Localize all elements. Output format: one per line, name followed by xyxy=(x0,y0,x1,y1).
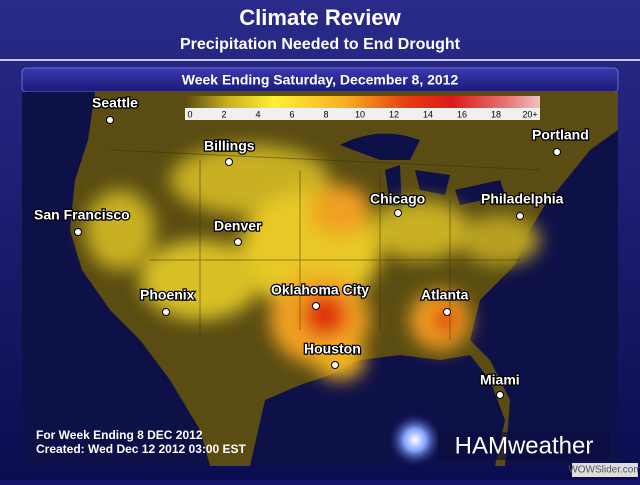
city-dot xyxy=(225,158,233,166)
legend-label: 12 xyxy=(389,109,399,119)
title: Climate Review xyxy=(239,5,401,30)
city-label: Chicago xyxy=(370,191,425,207)
legend-label: 6 xyxy=(289,109,294,119)
city-dot xyxy=(394,209,402,217)
legend-label: 8 xyxy=(323,109,328,119)
legend-label: 10 xyxy=(355,109,365,119)
footer-line: For Week Ending 8 DEC 2012 xyxy=(36,428,203,442)
footer-line: Created: Wed Dec 12 2012 03:00 EST xyxy=(36,442,247,456)
city-dot xyxy=(234,238,242,246)
legend-label: 2 xyxy=(221,109,226,119)
watermark: WOWSlider.com xyxy=(568,465,640,476)
legend-scale xyxy=(185,96,540,108)
legend-label: 20+ xyxy=(522,109,537,119)
city-dot xyxy=(443,308,451,316)
watermark-box xyxy=(572,463,638,477)
city-dot xyxy=(74,228,82,236)
legend: 0 2 4 6 8 10 12 14 16 18 20+ xyxy=(187,109,537,119)
city-label: Denver xyxy=(214,218,262,234)
pacific xyxy=(22,92,210,466)
city-label: Seattle xyxy=(92,95,138,111)
city-dot xyxy=(312,302,320,310)
city-label: Oklahoma City xyxy=(271,282,369,298)
legend-label: 18 xyxy=(491,109,501,119)
logo-box xyxy=(438,432,610,460)
city-label: Philadelphia xyxy=(481,191,564,207)
city-label: Billings xyxy=(204,138,255,154)
city-dot xyxy=(106,116,114,124)
city-label: Atlanta xyxy=(421,287,469,303)
map xyxy=(22,92,618,466)
subtitle: Precipitation Needed to End Drought xyxy=(180,36,461,53)
city-label: Phoenix xyxy=(140,287,195,303)
city-label: Portland xyxy=(532,127,589,143)
city-label: Miami xyxy=(480,372,520,388)
great-lakes xyxy=(340,133,505,210)
cities: Seattle Billings Portland San Francisco Denv… xyxy=(33,93,590,399)
legend-strip xyxy=(185,108,540,120)
city-label: San Francisco xyxy=(34,207,130,223)
legend-label: 4 xyxy=(255,109,260,119)
logo-glow xyxy=(387,412,443,468)
logo: HAMweather xyxy=(455,432,594,459)
city-dot xyxy=(553,148,561,156)
state-lines xyxy=(109,149,541,340)
panel-title: Week Ending Saturday, December 8, 2012 xyxy=(182,72,459,88)
legend-label: 16 xyxy=(457,109,467,119)
city-dot xyxy=(162,308,170,316)
city-dot xyxy=(496,391,504,399)
atlantic xyxy=(470,130,618,466)
legend-label: 0 xyxy=(187,109,192,119)
city-label: Houston xyxy=(304,341,361,357)
legend-label: 14 xyxy=(423,109,433,119)
city-dot xyxy=(516,212,524,220)
city-dot xyxy=(331,361,339,369)
